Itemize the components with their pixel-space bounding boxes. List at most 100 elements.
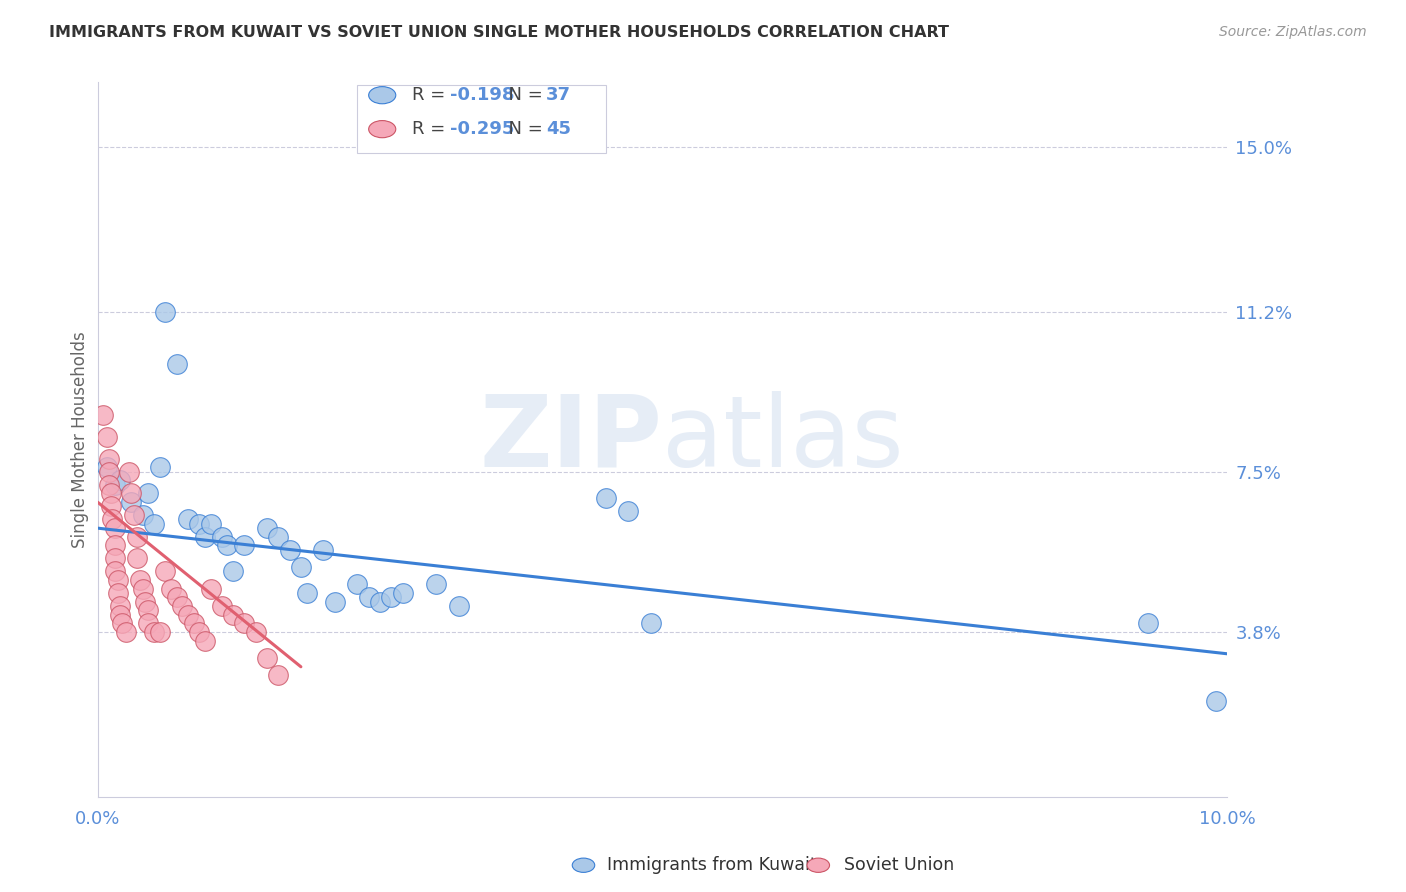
Point (217, 539, 239, 553)
Point (233, 616, 256, 631)
Point (222, 565, 245, 579)
Point (166, 357, 188, 371)
Point (278, 542, 301, 557)
Point (155, 565, 177, 579)
Point (103, 551, 125, 566)
Point (132, 582, 155, 596)
Point (267, 530, 290, 544)
Point (183, 616, 205, 631)
Point (194, 530, 217, 544)
Text: -0.198: -0.198 (450, 87, 515, 104)
Text: atlas: atlas (662, 391, 904, 488)
Point (595, 491, 617, 505)
Text: -0.295: -0.295 (450, 120, 515, 138)
Point (107, 573, 129, 587)
Point (103, 565, 125, 579)
Point (290, 560, 312, 574)
Point (188, 625, 211, 640)
Point (172, 599, 194, 614)
Point (101, 512, 124, 526)
Point (177, 512, 200, 526)
Circle shape (368, 120, 395, 137)
Text: R =: R = (412, 120, 450, 138)
Point (108, 474, 131, 488)
Point (132, 508, 155, 523)
Point (108, 607, 131, 622)
Point (222, 607, 245, 622)
Circle shape (368, 87, 395, 103)
Point (149, 625, 172, 640)
Point (118, 465, 141, 479)
Point (107, 586, 129, 600)
Point (138, 603, 160, 617)
Point (256, 651, 278, 665)
Point (149, 460, 172, 475)
Y-axis label: Single Mother Households: Single Mother Households (72, 331, 89, 548)
Point (267, 668, 290, 682)
Point (312, 542, 335, 557)
Point (97, 451, 120, 466)
Point (245, 625, 267, 640)
Point (155, 304, 177, 318)
Point (143, 516, 166, 531)
Point (346, 577, 368, 591)
Point (122, 508, 145, 523)
Point (127, 530, 149, 544)
Point (138, 616, 160, 631)
Point (200, 516, 222, 531)
Point (391, 586, 413, 600)
Point (134, 595, 156, 609)
Point (91, 409, 114, 423)
Point (103, 478, 125, 492)
Text: Immigrants from Kuwait: Immigrants from Kuwait (607, 856, 817, 874)
Point (1137, 616, 1160, 631)
Text: Soviet Union: Soviet Union (844, 856, 953, 874)
Point (100, 486, 122, 500)
Point (233, 539, 256, 553)
Point (256, 521, 278, 535)
FancyBboxPatch shape (357, 86, 606, 153)
Point (295, 586, 318, 600)
Point (166, 591, 188, 605)
Point (447, 599, 470, 614)
Point (96, 430, 118, 444)
Point (323, 595, 346, 609)
Point (143, 625, 166, 640)
Point (368, 595, 391, 609)
Text: IMMIGRANTS FROM KUWAIT VS SOVIET UNION SINGLE MOTHER HOUSEHOLDS CORRELATION CHAR: IMMIGRANTS FROM KUWAIT VS SOVIET UNION S… (49, 25, 949, 40)
Point (194, 633, 217, 648)
Point (211, 530, 233, 544)
Point (138, 486, 160, 500)
Text: Source: ZipAtlas.com: Source: ZipAtlas.com (1219, 25, 1367, 39)
Point (127, 551, 149, 566)
Point (129, 573, 152, 587)
Point (108, 599, 131, 614)
Point (97, 478, 120, 492)
Point (380, 591, 402, 605)
Point (357, 591, 380, 605)
Point (160, 582, 183, 596)
Point (177, 607, 200, 622)
Point (97, 465, 120, 479)
Point (188, 516, 211, 531)
Point (100, 500, 122, 514)
Point (640, 616, 662, 631)
Text: ZIP: ZIP (479, 391, 662, 488)
Point (120, 486, 142, 500)
Point (96, 460, 118, 475)
Text: N =: N = (498, 87, 548, 104)
Point (1205, 694, 1227, 708)
Point (617, 504, 640, 518)
Text: N =: N = (498, 120, 548, 138)
Point (114, 625, 136, 640)
Point (211, 599, 233, 614)
Point (103, 539, 125, 553)
Point (111, 616, 134, 631)
Point (103, 521, 125, 535)
Point (200, 582, 222, 596)
Point (120, 495, 142, 509)
Point (425, 577, 447, 591)
Text: R =: R = (412, 87, 450, 104)
Text: 45: 45 (546, 120, 571, 138)
Text: 37: 37 (546, 87, 571, 104)
